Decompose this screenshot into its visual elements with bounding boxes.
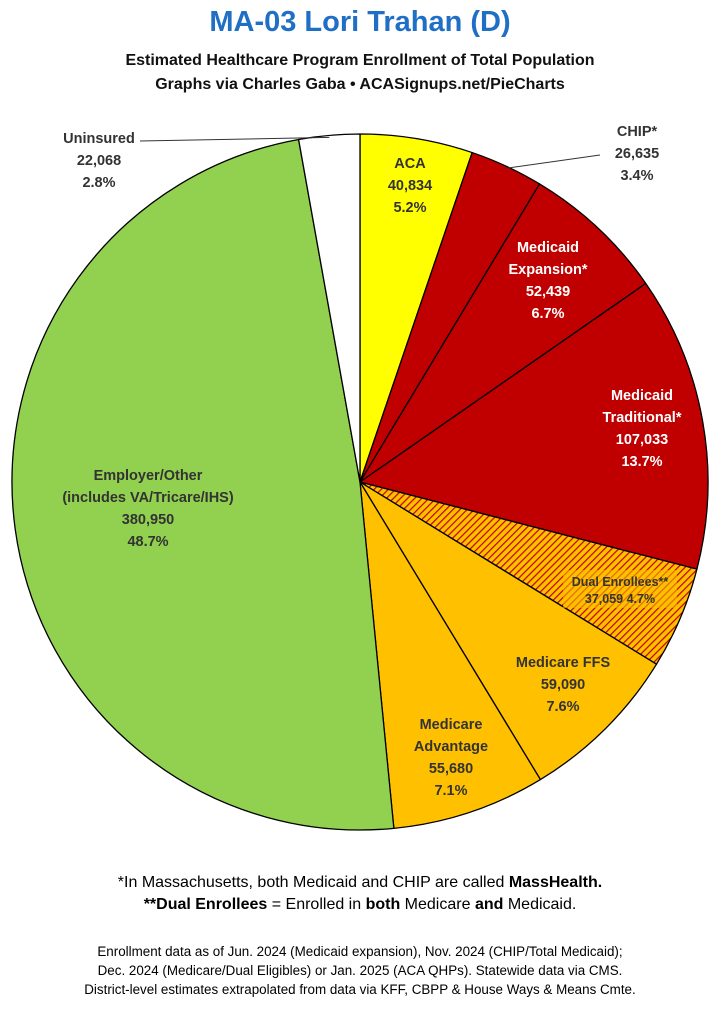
footnote-dual-text2: Medicare [400, 896, 475, 913]
label-pct-uninsured: 2.8% [82, 175, 115, 191]
pie-slice-medicaid-traditional [359, 282, 709, 570]
footnote-dual-enrollees: **Dual Enrollees = Enrolled in both Medi… [0, 896, 720, 914]
label-name-aca: ACA [394, 156, 426, 172]
slice-label-medicaid-traditional: Medicaid Traditional* 107,033 13.7% [603, 388, 682, 470]
slice-label-dual-enrollees: Dual Enrollees** 37,059 4.7% [572, 575, 669, 606]
label-name-employer-other: Employer/Other [94, 468, 203, 484]
slice-label-chip: CHIP* 26,635 3.4% [615, 124, 659, 184]
footnote-dual-text: = Enrolled in [267, 896, 366, 913]
slice-label-medicare-ffs: Medicare FFS 59,090 7.6% [516, 655, 611, 715]
label-pct-medicare-ffs: 7.6% [546, 699, 579, 715]
label-pct-medicaid-traditional: 13.7% [621, 454, 662, 470]
chart-title: MA-03 Lori Trahan (D) [209, 6, 511, 38]
label-value-medicare-advantage: 55,680 [429, 761, 473, 777]
label-name-medicaid-traditional: Medicaid [611, 388, 673, 404]
label-name-uninsured: Uninsured [63, 131, 135, 147]
slice-label-employer-other: Employer/Other (includes VA/Tricare/IHS) 3… [62, 468, 234, 550]
label-bg-dual-enrollees [563, 570, 677, 608]
label-name-medicare-ffs: Medicare FFS [516, 655, 611, 671]
pie-slice-uninsured [297, 133, 361, 483]
slice-label-medicaid-expansion: Medicaid Expansion* 52,439 6.7% [509, 240, 588, 322]
slice-label-uninsured: Uninsured 22,068 2.8% [63, 131, 135, 191]
label-name-chip: CHIP* [617, 124, 658, 140]
leader-line-chip [505, 154, 601, 169]
label-name-employer-other: (includes VA/Tricare/IHS) [62, 490, 234, 506]
pie-chart: ACA 40,834 5.2% CHIP* 26,635 3.4% Medicaid Expa… [11, 124, 709, 831]
label-value-chip: 26,635 [615, 146, 659, 162]
chart-subtitle: Estimated Healthcare Program Enrollment … [125, 52, 595, 69]
label-value-aca: 40,834 [388, 178, 432, 194]
slice-label-aca: ACA 40,834 5.2% [388, 156, 432, 216]
label-pct-medicaid-expansion: 6.7% [531, 306, 564, 322]
footnote-dual-both: both [365, 896, 401, 913]
label-name-medicare-advantage: Medicare [420, 717, 483, 733]
footnote-masshealth-bold: MassHealth. [508, 874, 603, 891]
label-value-employer-other: 380,950 [122, 512, 174, 528]
label-pct-employer-other: 48.7% [127, 534, 168, 550]
label-name-dual-enrollees: Dual Enrollees** [572, 575, 669, 589]
label-pct-medicare-advantage: 7.1% [434, 783, 467, 799]
label-name-medicaid-expansion: Expansion* [509, 262, 588, 278]
footnote-dual-and: and [474, 896, 504, 913]
pie-slice-medicaid-expansion [359, 183, 647, 483]
chart-credit: Graphs via Charles Gaba • ACASignups.net… [155, 76, 565, 93]
slice-label-medicare-advantage: Medicare Advantage 55,680 7.1% [414, 717, 488, 799]
label-value-medicaid-expansion: 52,439 [526, 284, 570, 300]
footnote-dual-bold: **Dual Enrollees [143, 896, 268, 913]
label-value-medicare-ffs: 59,090 [541, 677, 585, 693]
pie-slice-medicare-advantage [359, 481, 542, 829]
label-name-medicaid-traditional: Traditional* [603, 410, 682, 426]
label-name-medicare-advantage: Advantage [414, 739, 488, 755]
label-value-uninsured: 22,068 [77, 153, 121, 169]
label-name-medicaid-expansion: Medicaid [517, 240, 579, 256]
label-value-pct-dual-enrollees: 37,059 4.7% [585, 592, 655, 606]
source-line-1: Enrollment data as of Jun. 2024 (Medicai… [97, 944, 623, 959]
label-pct-aca: 5.2% [393, 200, 426, 216]
leader-line-uninsured [139, 136, 330, 142]
label-value-medicaid-traditional: 107,033 [616, 432, 668, 448]
pie-slice-employer-other [11, 138, 395, 831]
source-line-3: District-level estimates extrapolated fr… [84, 982, 636, 997]
label-pct-chip: 3.4% [620, 168, 653, 184]
pie-slice-medicare-ffs [359, 481, 658, 781]
footnote-masshealth: *In Massachusetts, both Medicaid and CHI… [0, 874, 720, 892]
footnote-masshealth-text: *In Massachusetts, both Medicaid and CHI… [117, 874, 509, 891]
footnote-dual-end: Medicaid. [503, 896, 577, 913]
source-line-2: Dec. 2024 (Medicare/Dual Eligibles) or J… [97, 963, 623, 978]
